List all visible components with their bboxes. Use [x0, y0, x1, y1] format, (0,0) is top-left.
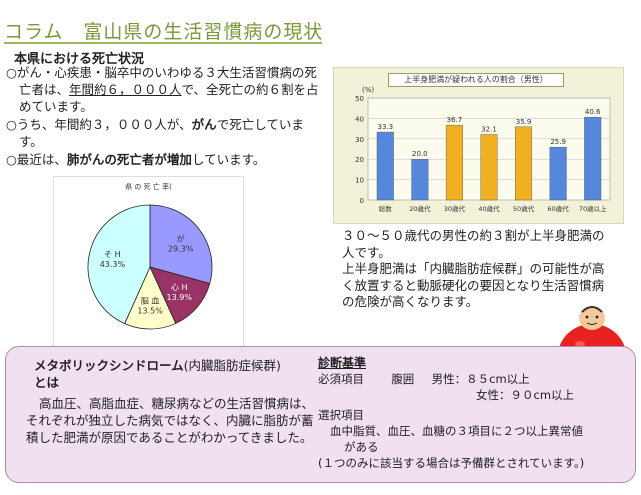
bullet-item: ○がん・心疾患・脳卒中のいわゆる３大生活習慣病の死亡者は、年間約６，０００人で、… — [6, 64, 326, 115]
metabo-title-suffix: とは — [34, 375, 60, 390]
optional-text: 血中脂質、血圧、血糖の３項目に２つ以上異常値 — [330, 424, 583, 438]
bullet-list: ○がん・心疾患・脳卒中のいわゆる３大生活習慣病の死亡者は、年間約６，０００人で、… — [6, 64, 326, 169]
pie-slice-value: 43.3% — [100, 260, 126, 269]
required-row: 必須項目 腹囲 男性：８５cm以上 — [318, 371, 633, 387]
x-tick-label: 40歳代 — [478, 204, 500, 213]
bar-value-label: 35.9 — [516, 118, 532, 126]
pie-svg: が29.3% 心 H13.9% 脳 血13.5% そ H43.3% — [87, 204, 213, 330]
male-criterion: 男性：８５cm以上 — [431, 372, 530, 386]
optional-label: 選択項目 — [318, 408, 364, 422]
x-tick-label: 30歳代 — [444, 204, 466, 213]
required-label: 必須項目 — [318, 372, 364, 386]
metabo-title-paren: (内臓脂肪症候群) — [183, 358, 281, 373]
bullet-emphasis: がん — [191, 117, 217, 132]
bar-value-label: 33.3 — [377, 123, 393, 131]
bar-value-label: 40.6 — [585, 108, 601, 116]
y-tick-label: 10 — [355, 177, 364, 185]
bar-value-label: 20.0 — [412, 150, 428, 158]
bar-chart: 0 10 20 30 40 50 (%) 33.3 総数 20.0 20歳代 36.7 30歳代 32.1… — [333, 67, 624, 224]
diagnosis-criteria: 診断基準 必須項目 腹囲 男性：８５cm以上 女性：９０cm以上 選択項目 血中… — [318, 355, 633, 471]
x-tick-label: 20歳代 — [409, 204, 431, 213]
bar — [411, 158, 429, 201]
explanation-p1: ３０～５０歳代の男性の約３割が上半身肥満の人です。 — [342, 228, 605, 260]
optional-text-2: がある — [344, 440, 379, 454]
bar-value-label: 36.7 — [447, 116, 463, 124]
bar-value-label: 32.1 — [481, 126, 497, 134]
bar-value-label: 25.9 — [550, 138, 566, 146]
bullet-text: しています。 — [191, 152, 266, 167]
bullet-text: で、全死亡の約６割を占めています。 — [19, 82, 319, 114]
pie-slice-label: 脳 血 — [141, 295, 160, 305]
section-heading: 本県における死亡状況 — [14, 52, 145, 67]
y-tick-label: 40 — [355, 115, 364, 123]
title-underline — [4, 42, 322, 44]
diagnosis-heading: 診断基準 — [318, 356, 367, 370]
bar — [515, 126, 533, 201]
pie-chart: 県 の 死 亡 率( が 29.3% 心 H 13.9% 脳 血 13.5% そ H 43.3… — [53, 176, 244, 348]
pie-slice — [149, 204, 213, 285]
bar — [549, 146, 567, 201]
bullet-item: ○うち、年間約３，０００人が、がんで死亡しています。 — [6, 116, 326, 150]
pie-slice-label: が — [177, 234, 185, 244]
x-tick-label: 50歳代 — [513, 204, 535, 213]
female-criterion: 女性：９０cm以上 — [476, 388, 575, 402]
waist-label: 腹囲 — [391, 372, 415, 386]
bullet-text: ○うち、年間約３，０００人が、 — [6, 117, 192, 132]
pie-title: 県 の 死 亡 率( — [125, 183, 172, 191]
diagnosis-note: (１つのみに該当する場合は予備群とされています。) — [318, 456, 585, 470]
bar — [376, 131, 394, 201]
metabo-title: メタボリックシンドローム(内臓脂肪症候群) とは — [34, 357, 281, 391]
pie-slice-value: 13.5% — [137, 306, 163, 315]
pie-slice-value: 29.3% — [168, 245, 194, 254]
bullet-text: ○最近は、 — [6, 152, 67, 167]
y-tick-label: 50 — [355, 95, 364, 103]
obesity-explanation: ３０～５０歳代の男性の約３割が上半身肥満の人です。 上半身肥満は「内臓脂肪症候群… — [342, 228, 612, 311]
bullet-item: ○最近は、肺がんの死亡者が増加しています。 — [6, 151, 326, 168]
bullet-emphasis: 年間約６，０００人 — [69, 82, 182, 97]
pie-slice-label: そ H — [104, 250, 121, 259]
explanation-p2: 上半身肥満は「内臓脂肪症候群」の可能性が高く放置すると動脈硬化の要因となり生活習… — [342, 261, 605, 309]
x-tick-label: 総数 — [379, 204, 393, 213]
pie-slice — [124, 266, 177, 330]
y-tick-label: 0 — [360, 197, 364, 205]
page-title: コラム 富山県の生活習慣病の現状 — [4, 21, 324, 43]
x-tick-label: 60歳代 — [548, 204, 570, 213]
bar-chart-title: 上半身肥満が疑われる人の割合（男性） — [388, 73, 564, 87]
pie-slice-value: 13.9% — [167, 293, 193, 302]
y-tick-label: 20 — [355, 156, 364, 164]
bullet-text: で死亡しています。 — [19, 117, 304, 149]
y-tick-label: 30 — [355, 136, 364, 144]
bar-svg: 0 10 20 30 40 50(%) 33.3 総数 20.0 20歳代 36.7 30歳代 32.1… — [355, 86, 611, 213]
bar — [584, 116, 602, 201]
metabo-title-main: メタボリックシンドローム — [34, 358, 184, 373]
bar — [480, 134, 498, 201]
metabo-body: 高血圧、高脂血症、糖尿病などの生活習慣病は、それぞれが独立した病気ではなく、内臓… — [26, 396, 315, 445]
metabolic-syndrome-box: メタボリックシンドローム(内臓脂肪症候群) とは 高血圧、高脂血症、糖尿病などの… — [5, 346, 636, 483]
bullet-emphasis: 肺がんの死亡者が増加 — [66, 152, 192, 167]
bullet-text: ○がん・心疾患・脳卒中のいわゆる３大生活習慣病の死亡者は、 — [6, 65, 317, 97]
pie-slice — [149, 266, 211, 324]
pie-slice — [87, 204, 151, 325]
bar — [445, 124, 463, 201]
female-row: 女性：９０cm以上 — [318, 387, 633, 403]
pie-slice-label: 心 H — [171, 283, 188, 292]
x-tick-label: 70歳以上 — [579, 204, 607, 213]
y-axis-label: (%) — [362, 86, 374, 94]
